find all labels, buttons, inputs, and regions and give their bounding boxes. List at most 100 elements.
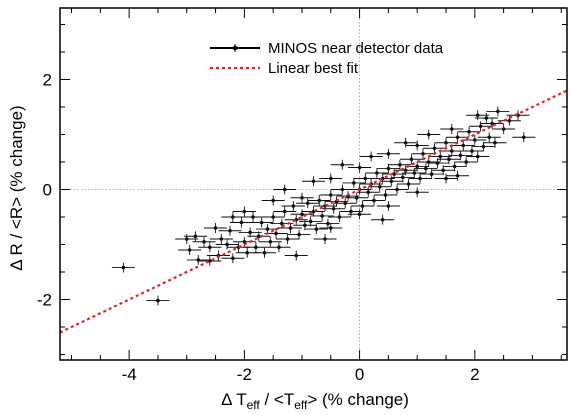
data-point xyxy=(385,184,409,195)
point-marker xyxy=(415,164,420,169)
data-point xyxy=(402,168,426,178)
point-marker xyxy=(320,214,324,218)
data-point xyxy=(408,173,432,184)
x-tick-label: 0 xyxy=(355,365,364,384)
data-point xyxy=(405,187,429,198)
point-marker xyxy=(228,228,232,233)
point-marker xyxy=(490,121,494,126)
data-point xyxy=(359,151,383,162)
data-point xyxy=(215,239,239,250)
point-marker xyxy=(473,138,477,142)
data-point xyxy=(301,176,326,187)
point-marker xyxy=(251,215,255,219)
point-marker xyxy=(282,187,287,192)
point-marker xyxy=(475,113,480,118)
data-point xyxy=(497,115,521,126)
point-marker xyxy=(285,237,290,241)
data-point xyxy=(261,212,285,222)
data-point xyxy=(183,231,207,242)
data-point xyxy=(258,236,282,247)
data-point xyxy=(293,220,317,231)
point-marker xyxy=(225,242,229,247)
point-marker xyxy=(395,187,399,192)
point-marker xyxy=(357,212,362,217)
data-point xyxy=(273,206,297,217)
data-point xyxy=(290,192,314,203)
data-point xyxy=(474,113,498,123)
point-marker xyxy=(452,164,457,169)
data-point xyxy=(316,218,340,229)
data-point xyxy=(229,217,254,228)
data-point xyxy=(443,161,467,172)
point-marker xyxy=(277,245,281,250)
data-point xyxy=(287,229,311,240)
data-point xyxy=(281,201,305,211)
data-point xyxy=(247,231,271,242)
point-marker xyxy=(444,176,448,181)
data-point xyxy=(492,124,516,134)
point-marker xyxy=(449,149,454,153)
data-point xyxy=(451,140,475,151)
point-marker xyxy=(377,184,382,189)
data-point xyxy=(253,247,277,258)
data-point xyxy=(319,173,343,184)
y-tick-label: 2 xyxy=(43,71,52,90)
point-marker xyxy=(331,206,336,211)
data-point xyxy=(411,148,435,159)
point-marker xyxy=(403,140,408,145)
data-point xyxy=(204,223,228,233)
legend-data-marker xyxy=(232,45,238,51)
data-point xyxy=(348,209,372,220)
data-point xyxy=(460,146,484,156)
point-marker xyxy=(219,237,224,241)
legend-data-label: MINOS near detector data xyxy=(268,40,444,57)
point-marker xyxy=(343,201,347,206)
data-point xyxy=(394,137,418,148)
data-point xyxy=(365,168,389,178)
data-point xyxy=(437,154,461,165)
data-point xyxy=(376,201,400,211)
point-marker xyxy=(328,226,333,230)
point-marker xyxy=(412,171,417,175)
data-point xyxy=(483,137,507,148)
x-tick-label: -2 xyxy=(237,365,252,384)
data-point xyxy=(241,212,265,222)
point-marker xyxy=(467,129,471,134)
data-point xyxy=(379,176,403,187)
point-marker xyxy=(424,166,428,171)
data-point xyxy=(342,177,366,188)
point-marker xyxy=(187,248,192,252)
point-marker xyxy=(386,166,391,171)
point-marker xyxy=(297,232,301,237)
x-axis-label: Δ Teff / <Teff> (% change) xyxy=(221,390,409,412)
data-point xyxy=(376,163,400,174)
point-marker xyxy=(262,250,267,255)
point-marker xyxy=(314,227,319,231)
point-marker xyxy=(184,237,189,241)
point-marker xyxy=(398,162,402,167)
point-marker xyxy=(248,230,252,235)
data-point xyxy=(428,151,452,162)
data-point xyxy=(232,206,256,217)
best-fit-line xyxy=(59,89,568,334)
point-marker xyxy=(291,204,296,208)
data-point xyxy=(469,121,493,132)
point-marker xyxy=(354,195,359,200)
data-point xyxy=(238,227,262,238)
point-marker xyxy=(245,250,250,255)
point-marker xyxy=(415,143,420,148)
data-point xyxy=(261,195,285,206)
data-point xyxy=(434,173,458,184)
data-point xyxy=(304,224,328,235)
point-marker xyxy=(340,187,345,192)
data-point xyxy=(284,214,308,225)
point-marker xyxy=(386,151,391,156)
point-marker xyxy=(493,140,497,145)
data-point xyxy=(371,214,395,225)
point-marker xyxy=(265,227,270,231)
point-marker xyxy=(207,245,212,250)
data-point xyxy=(273,184,297,195)
data-point xyxy=(267,242,291,253)
point-marker xyxy=(305,201,310,206)
data-points-layer xyxy=(111,106,536,306)
